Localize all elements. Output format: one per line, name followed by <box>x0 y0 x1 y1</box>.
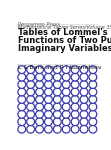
Ellipse shape <box>80 81 88 88</box>
Ellipse shape <box>53 73 61 81</box>
Ellipse shape <box>71 125 79 133</box>
Ellipse shape <box>62 125 70 133</box>
Ellipse shape <box>80 103 88 111</box>
Ellipse shape <box>53 81 61 88</box>
Ellipse shape <box>45 103 52 111</box>
Ellipse shape <box>45 110 52 118</box>
Ellipse shape <box>27 118 35 126</box>
Ellipse shape <box>80 66 88 74</box>
Ellipse shape <box>80 96 88 103</box>
Ellipse shape <box>80 88 88 96</box>
Ellipse shape <box>71 118 79 126</box>
Ellipse shape <box>71 103 79 111</box>
Ellipse shape <box>71 73 79 81</box>
Ellipse shape <box>45 118 52 126</box>
Ellipse shape <box>71 96 79 103</box>
Text: Tables of Lommel's: Tables of Lommel's <box>18 28 108 37</box>
Ellipse shape <box>89 118 97 126</box>
Ellipse shape <box>18 103 26 111</box>
Ellipse shape <box>53 125 61 133</box>
Ellipse shape <box>89 66 97 74</box>
Ellipse shape <box>62 103 70 111</box>
Ellipse shape <box>45 125 52 133</box>
Ellipse shape <box>27 103 35 111</box>
Ellipse shape <box>62 88 70 96</box>
Ellipse shape <box>53 66 61 74</box>
Ellipse shape <box>71 88 79 96</box>
Ellipse shape <box>80 118 88 126</box>
Ellipse shape <box>36 81 43 88</box>
Ellipse shape <box>89 81 97 88</box>
Ellipse shape <box>36 110 43 118</box>
Ellipse shape <box>18 73 26 81</box>
Ellipse shape <box>27 88 35 96</box>
Ellipse shape <box>18 81 26 88</box>
Ellipse shape <box>71 81 79 88</box>
Ellipse shape <box>80 73 88 81</box>
Ellipse shape <box>89 103 97 111</box>
Ellipse shape <box>45 73 52 81</box>
Ellipse shape <box>36 118 43 126</box>
Ellipse shape <box>36 125 43 133</box>
Ellipse shape <box>53 110 61 118</box>
Ellipse shape <box>27 81 35 88</box>
Ellipse shape <box>36 73 43 81</box>
Ellipse shape <box>53 118 61 126</box>
Ellipse shape <box>45 88 52 96</box>
Ellipse shape <box>36 96 43 103</box>
Ellipse shape <box>27 66 35 74</box>
Ellipse shape <box>89 88 97 96</box>
Ellipse shape <box>62 110 70 118</box>
Ellipse shape <box>18 96 26 103</box>
Ellipse shape <box>62 96 70 103</box>
Ellipse shape <box>53 96 61 103</box>
Ellipse shape <box>45 96 52 103</box>
Ellipse shape <box>36 103 43 111</box>
Ellipse shape <box>27 96 35 103</box>
Ellipse shape <box>89 125 97 133</box>
Ellipse shape <box>80 110 88 118</box>
Ellipse shape <box>71 110 79 118</box>
Ellipse shape <box>36 88 43 96</box>
Text: Imaginary Variables: Imaginary Variables <box>18 44 111 52</box>
Ellipse shape <box>89 73 97 81</box>
Ellipse shape <box>71 66 79 74</box>
Ellipse shape <box>36 66 43 74</box>
Ellipse shape <box>62 66 70 74</box>
Ellipse shape <box>80 125 88 133</box>
Ellipse shape <box>27 110 35 118</box>
Ellipse shape <box>89 110 97 118</box>
Ellipse shape <box>62 118 70 126</box>
Ellipse shape <box>18 66 26 74</box>
Text: Pergamon Press: Pergamon Press <box>18 22 60 27</box>
Ellipse shape <box>27 125 35 133</box>
Text: L S Bark and P I Kuznetsov: L S Bark and P I Kuznetsov <box>18 64 102 70</box>
Ellipse shape <box>18 125 26 133</box>
Ellipse shape <box>27 73 35 81</box>
Ellipse shape <box>18 118 26 126</box>
Ellipse shape <box>62 81 70 88</box>
Ellipse shape <box>62 73 70 81</box>
Ellipse shape <box>45 66 52 74</box>
Text: Mathematical Tables Series/Volume 35: Mathematical Tables Series/Volume 35 <box>18 25 111 30</box>
Ellipse shape <box>18 88 26 96</box>
Ellipse shape <box>89 96 97 103</box>
Ellipse shape <box>53 88 61 96</box>
Ellipse shape <box>45 81 52 88</box>
Text: Functions of Two Pure: Functions of Two Pure <box>18 36 111 45</box>
Ellipse shape <box>53 103 61 111</box>
Ellipse shape <box>18 110 26 118</box>
